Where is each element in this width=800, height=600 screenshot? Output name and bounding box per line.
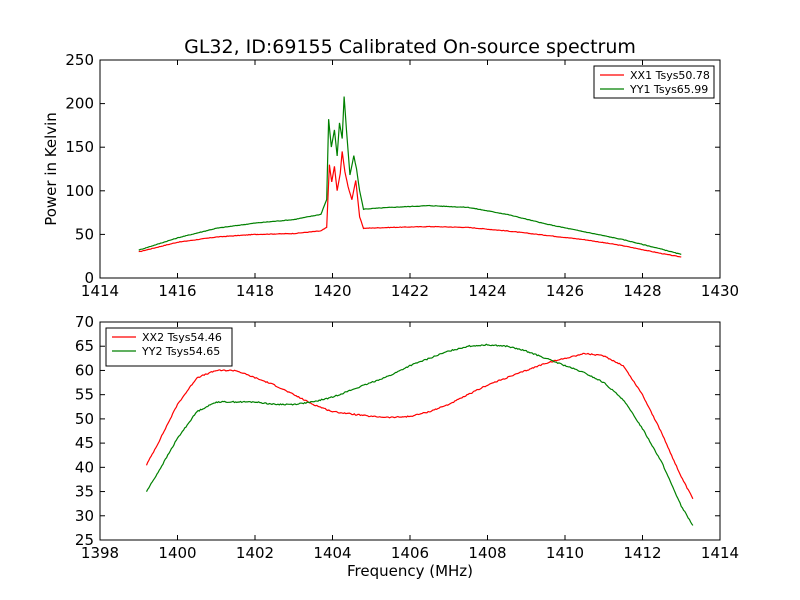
top-chart-panel: 1414 1416 1418 1420 1422 1424 1426 1428 1430 0 50 1… xyxy=(42,51,739,300)
y-tick-label: 100 xyxy=(65,182,94,200)
series-line-1 xyxy=(138,151,682,258)
legend-entry: YY1 Tsys65.99 xyxy=(629,83,708,96)
x-tick-label: 1420 xyxy=(313,282,351,300)
x-tick-label: 1428 xyxy=(623,282,661,300)
y-tick-label: 70 xyxy=(75,313,94,331)
y-tick-label: 50 xyxy=(75,410,94,428)
y-tick-label: 60 xyxy=(75,361,94,379)
series-group xyxy=(138,96,682,258)
y-tick-label: 30 xyxy=(75,507,94,525)
x-tick-label: 1418 xyxy=(236,282,274,300)
x-tick-label: 1414 xyxy=(701,544,739,562)
y-tick-label: 50 xyxy=(75,225,94,243)
x-tick-label: 1398 xyxy=(81,544,119,562)
y-tick-label: 0 xyxy=(84,269,94,287)
x-tick-label: 1404 xyxy=(313,544,351,562)
y-tick-label: 55 xyxy=(75,386,94,404)
x-tick-label: 1406 xyxy=(391,544,429,562)
y-tick-label: 45 xyxy=(75,434,94,452)
series-line-1 xyxy=(145,352,694,500)
series-group xyxy=(145,343,694,526)
y-tick-label: 25 xyxy=(75,531,94,549)
x-axis-label: Frequency (MHz) xyxy=(347,562,473,580)
x-tick-label: 1416 xyxy=(158,282,196,300)
y-tick-label: 35 xyxy=(75,483,94,501)
legend-entry: XX2 Tsys54.46 xyxy=(142,331,222,344)
x-tick-label: 1408 xyxy=(468,544,506,562)
x-tick-label: 1422 xyxy=(391,282,429,300)
series-line-2 xyxy=(138,96,682,256)
y-tick-label: 250 xyxy=(65,51,94,69)
legend-box xyxy=(105,327,233,367)
y-axis-label: Power in Kelvin xyxy=(42,112,60,226)
x-tick-label: 1402 xyxy=(236,544,274,562)
x-tick-label: 1424 xyxy=(468,282,506,300)
x-tick-label: 1426 xyxy=(546,282,584,300)
x-tick-label: 1412 xyxy=(623,544,661,562)
legend-box xyxy=(593,65,715,99)
series-line-2 xyxy=(145,343,694,526)
y-tick-label: 200 xyxy=(65,95,94,113)
y-tick-label: 65 xyxy=(75,337,94,355)
chart-title: GL32, ID:69155 Calibrated On-source spec… xyxy=(184,36,636,58)
x-tick-label: 1414 xyxy=(81,282,119,300)
legend-entry: YY2 Tsys54.65 xyxy=(141,345,220,358)
y-tick-label: 150 xyxy=(65,138,94,156)
y-tick-label: 40 xyxy=(75,458,94,476)
legend-entry: XX1 Tsys50.78 xyxy=(630,69,710,82)
x-tick-label: 1410 xyxy=(546,544,584,562)
x-tick-label: 1400 xyxy=(158,544,196,562)
x-tick-label: 1430 xyxy=(701,282,739,300)
bottom-chart-panel: 1398 1400 1402 1404 1406 1408 1410 1412 1414 25 30… xyxy=(75,313,739,580)
